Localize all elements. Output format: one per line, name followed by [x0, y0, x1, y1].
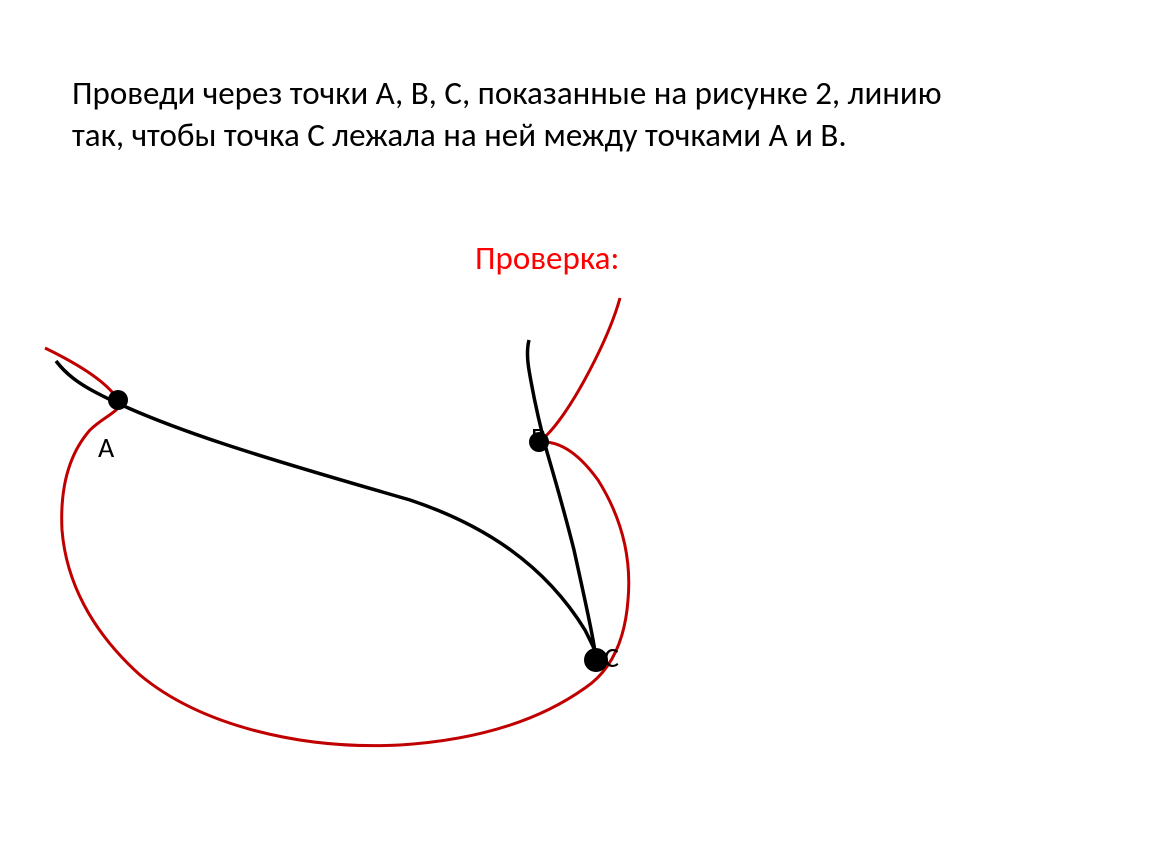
- label-b: В: [531, 420, 546, 455]
- label-a: А: [98, 430, 114, 465]
- red-curve: [45, 298, 629, 746]
- label-c: С: [604, 640, 619, 675]
- point-a: [108, 390, 128, 410]
- black-curve: [56, 340, 598, 660]
- diagram-svg: [0, 0, 1150, 864]
- slide-stage: Проведи через точки А, В, С, показанные …: [0, 0, 1150, 864]
